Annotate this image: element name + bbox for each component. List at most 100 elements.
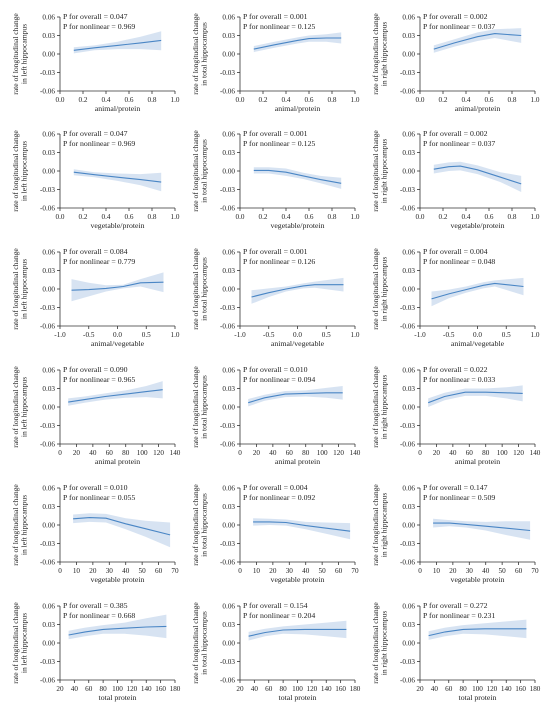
x-tick-label: 0.0 <box>236 213 245 221</box>
p-value-annotation: P for nonlinear = 0.048 <box>423 257 495 266</box>
x-tick-label: 1.0 <box>351 213 360 221</box>
x-tick-label: 1.0 <box>531 331 540 339</box>
y-tick-label: -0.03 <box>40 540 55 548</box>
x-tick-label: 0.2 <box>259 213 268 221</box>
x-tick-label: 0.5 <box>322 331 331 339</box>
x-axis-label: vegetable/protein <box>450 221 504 230</box>
estimate-line <box>68 625 167 636</box>
x-tick-label: 0.6 <box>485 213 494 221</box>
y-tick-label: -0.06 <box>220 88 235 96</box>
y-tick-label: 0.06 <box>222 367 235 375</box>
x-tick-label: 50 <box>139 567 147 575</box>
x-tick-label: 60 <box>335 567 343 575</box>
x-tick-label: 60 <box>106 449 114 457</box>
y-tick-label: -0.06 <box>220 559 235 567</box>
y-tick-label: -0.06 <box>40 441 55 449</box>
y-tick-label: 0.00 <box>402 522 415 530</box>
x-axis-label: total protein <box>459 693 497 702</box>
chart-panel: -0.06 -0.03 0.00 0.03 0.06 0.0 0.2 0.4 0.6 0.8 1.0… <box>11 129 180 230</box>
y-tick-label: 0.03 <box>42 32 55 40</box>
x-tick-label: -0.5 <box>443 331 455 339</box>
x-tick-label: 0.6 <box>305 96 314 104</box>
x-tick-label: 20 <box>449 567 457 575</box>
x-tick-label: 0.8 <box>508 213 517 221</box>
x-tick-label: 80 <box>460 685 468 693</box>
x-tick-label: 140 <box>170 449 181 457</box>
chart-panel: -0.06 -0.03 0.00 0.03 0.06 0 10 20 30 40 50 60 70 veg… <box>11 483 179 584</box>
x-tick-label: 80 <box>100 685 108 693</box>
y-tick-label: 0.03 <box>222 32 235 40</box>
estimate-line <box>73 171 162 183</box>
p-value-annotation: P for nonlinear = 0.969 <box>63 139 135 148</box>
p-value-annotation: P for nonlinear = 0.125 <box>243 22 315 31</box>
x-axis-label: animal protein <box>275 457 320 466</box>
x-tick-label: 0.2 <box>439 213 448 221</box>
y-tick-label: -0.03 <box>400 658 415 666</box>
estimate-line <box>253 169 342 184</box>
chart-panel: -0.06 -0.03 0.00 0.03 0.06 0 10 20 30 40 50 60 70 veg… <box>371 483 539 584</box>
y-tick-label: -0.06 <box>40 323 55 331</box>
x-tick-label: 20 <box>89 567 97 575</box>
y-tick-label: 0.03 <box>222 267 235 275</box>
x-tick-label: 70 <box>171 567 179 575</box>
x-tick-label: 120 <box>333 449 344 457</box>
x-tick-label: 50 <box>319 567 327 575</box>
x-tick-label: 120 <box>306 685 317 693</box>
y-tick-label: -0.03 <box>40 186 55 194</box>
p-value-annotation: P for overall = 0.001 <box>243 247 308 256</box>
x-tick-label: 0.8 <box>148 96 157 104</box>
y-tick-label: -0.06 <box>400 323 415 331</box>
p-value-annotation: P for overall = 0.272 <box>423 601 488 610</box>
p-value-annotation: P for overall = 0.022 <box>423 365 488 374</box>
confidence-band <box>433 161 522 192</box>
x-tick-label: 60 <box>515 567 523 575</box>
y-tick-label: 0.06 <box>402 603 415 611</box>
y-axis-label: rate of longitudinal changein left hippo… <box>11 602 29 684</box>
confidence-band <box>248 386 343 407</box>
p-value-annotation: P for overall = 0.001 <box>243 12 308 21</box>
y-tick-label: -0.06 <box>40 88 55 96</box>
y-tick-label: 0.00 <box>42 404 55 412</box>
x-tick-label: 1.0 <box>531 213 540 221</box>
y-tick-label: -0.06 <box>220 323 235 331</box>
y-tick-label: 0.06 <box>42 131 55 139</box>
x-tick-label: 60 <box>155 567 163 575</box>
x-tick-label: 0.4 <box>462 96 471 104</box>
x-tick-label: 1.0 <box>171 213 180 221</box>
y-tick-label: 0.00 <box>402 640 415 648</box>
x-tick-label: 40 <box>482 567 490 575</box>
x-tick-label: 40 <box>269 449 277 457</box>
y-tick-label: 0.00 <box>222 640 235 648</box>
x-axis-label: animal/protein <box>455 104 501 113</box>
y-tick-label: -0.03 <box>400 422 415 430</box>
y-tick-label: 0.06 <box>222 131 235 139</box>
x-tick-label: 180 <box>530 685 541 693</box>
x-tick-label: 40 <box>449 449 457 457</box>
confidence-band <box>431 277 524 307</box>
y-tick-label: 0.03 <box>42 385 55 393</box>
x-tick-label: 0.8 <box>328 96 337 104</box>
x-axis-label: vegetable protein <box>271 575 325 584</box>
x-axis-label: vegetable protein <box>451 575 505 584</box>
x-tick-label: 40 <box>251 685 259 693</box>
y-tick-label: 0.00 <box>42 522 55 530</box>
y-axis-label: rate of longitudinal changein right hipp… <box>371 602 389 684</box>
x-tick-label: 60 <box>286 449 294 457</box>
p-value-annotation: P for overall = 0.385 <box>63 601 128 610</box>
p-value-annotation: P for nonlinear = 0.055 <box>63 493 135 502</box>
p-value-annotation: P for nonlinear = 0.779 <box>63 257 135 266</box>
x-tick-label: 180 <box>350 685 361 693</box>
confidence-band <box>428 619 527 640</box>
y-tick-label: -0.06 <box>220 441 235 449</box>
x-tick-label: 40 <box>122 567 130 575</box>
x-tick-label: 30 <box>106 567 114 575</box>
x-tick-label: 100 <box>497 449 508 457</box>
x-tick-label: 70 <box>531 567 539 575</box>
chart-panel: -0.06 -0.03 0.00 0.03 0.06 0 20 40 60 80 100 120 140… <box>191 365 361 466</box>
y-axis-label: rate of longitudinal changein left hippo… <box>11 130 29 212</box>
x-tick-label: 1.0 <box>171 96 180 104</box>
x-tick-label: 140 <box>321 685 332 693</box>
p-value-annotation: P for nonlinear = 0.231 <box>423 611 495 620</box>
